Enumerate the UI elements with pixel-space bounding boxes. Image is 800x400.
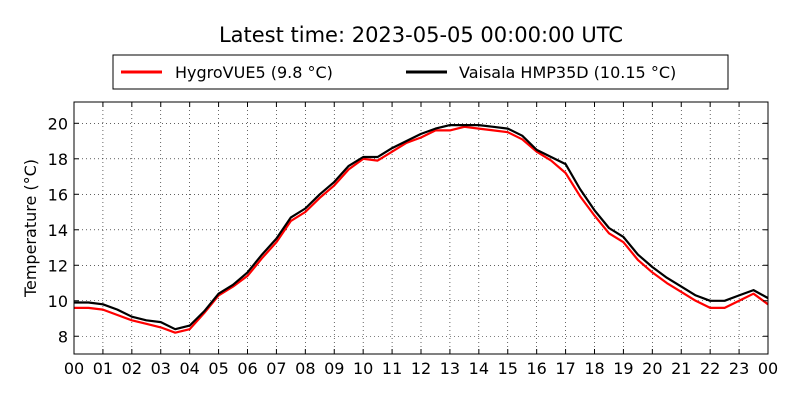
x-tick-label: 12 (411, 359, 431, 378)
series-layer (74, 123, 769, 334)
x-tick-label: 02 (122, 359, 142, 378)
x-tick-label: 10 (353, 359, 373, 378)
x-tick-label: 11 (382, 359, 402, 378)
y-tick-label: 16 (48, 185, 68, 204)
x-tick-label: 07 (266, 359, 286, 378)
y-tick-label: 20 (48, 114, 68, 133)
y-axis-label: Temperature (°C) (21, 159, 40, 298)
y-tick-label: 12 (48, 256, 68, 275)
y-tick-label: 8 (58, 327, 68, 346)
chart-title: Latest time: 2023-05-05 00:00:00 UTC (219, 23, 623, 47)
x-tick-label: 23 (729, 359, 749, 378)
x-tick-label: 01 (93, 359, 113, 378)
x-tick-label: 06 (237, 359, 257, 378)
x-tick-label: 14 (469, 359, 489, 378)
x-tick-label: 22 (700, 359, 720, 378)
x-tick-label: 00 (758, 359, 778, 378)
x-tick-label: 18 (584, 359, 604, 378)
y-tick-label: 18 (48, 150, 68, 169)
x-tick-label: 17 (555, 359, 575, 378)
axis-ticks (73, 102, 769, 354)
x-tick-label: 05 (208, 359, 228, 378)
legend-label-hygrovue5: HygroVUE5 (9.8 °C) (175, 63, 333, 82)
x-tick-label: 04 (179, 359, 199, 378)
x-tick-label: 00 (64, 359, 84, 378)
x-tick-label: 08 (295, 359, 315, 378)
y-tick-label: 10 (48, 292, 68, 311)
grid-lines (74, 102, 768, 354)
x-tick-label: 21 (671, 359, 691, 378)
x-axis-tick-labels: 00 01 02 03 04 05 06 07 08 09 10 11 12 13 14 15 16 17 18 19… (64, 359, 778, 378)
x-tick-label: 03 (151, 359, 171, 378)
legend-label-vaisala: Vaisala HMP35D (10.15 °C) (459, 63, 676, 82)
x-tick-label: 15 (498, 359, 518, 378)
y-axis-tick-labels: 8 10 12 14 16 18 20 (48, 114, 68, 346)
series-line-hygrovue5 (74, 125, 769, 334)
plot-area (73, 101, 769, 355)
x-tick-label: 09 (324, 359, 344, 378)
legend: HygroVUE5 (9.8 °C) Vaisala HMP35D (10.15… (112, 54, 729, 90)
x-tick-label: 16 (526, 359, 546, 378)
y-tick-label: 14 (48, 221, 68, 240)
x-tick-label: 19 (613, 359, 633, 378)
x-tick-label: 20 (642, 359, 662, 378)
x-tick-label: 13 (440, 359, 460, 378)
series-line-vaisala (74, 123, 769, 331)
